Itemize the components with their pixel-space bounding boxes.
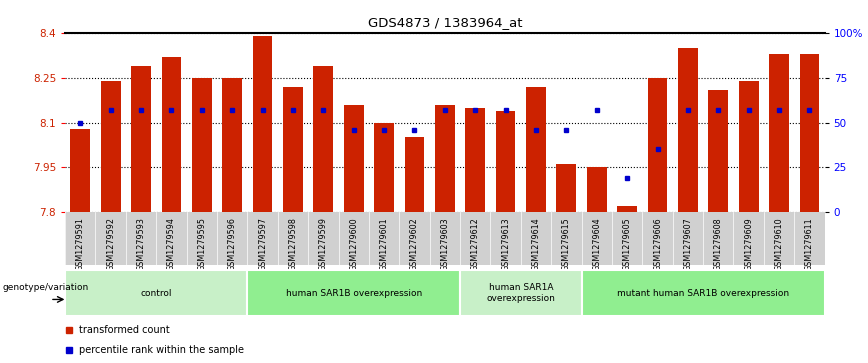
Bar xyxy=(131,66,151,212)
Bar xyxy=(374,123,394,212)
Text: control: control xyxy=(141,289,172,298)
Bar xyxy=(435,105,455,212)
Bar xyxy=(648,78,667,212)
Bar xyxy=(708,90,728,212)
Bar xyxy=(70,129,90,212)
Bar xyxy=(283,86,303,212)
Text: transformed count: transformed count xyxy=(79,325,169,335)
Bar xyxy=(404,138,424,212)
Bar xyxy=(739,81,759,212)
Text: human SAR1B overexpression: human SAR1B overexpression xyxy=(286,289,422,298)
Bar xyxy=(587,167,607,212)
Bar xyxy=(769,54,789,212)
Text: percentile rank within the sample: percentile rank within the sample xyxy=(79,345,244,355)
Text: genotype/variation: genotype/variation xyxy=(2,284,89,292)
Title: GDS4873 / 1383964_at: GDS4873 / 1383964_at xyxy=(368,16,522,29)
Bar xyxy=(222,78,242,212)
Bar xyxy=(161,57,181,212)
Bar xyxy=(526,86,546,212)
Bar xyxy=(344,105,364,212)
Text: mutant human SAR1B overexpression: mutant human SAR1B overexpression xyxy=(617,289,789,298)
Bar xyxy=(253,36,273,212)
Text: human SAR1A
overexpression: human SAR1A overexpression xyxy=(486,283,556,303)
Bar xyxy=(192,78,212,212)
Bar xyxy=(556,164,576,212)
Bar xyxy=(313,66,333,212)
Bar xyxy=(101,81,121,212)
Bar xyxy=(496,110,516,212)
Bar xyxy=(465,107,485,212)
Bar xyxy=(617,206,637,212)
Bar xyxy=(678,48,698,212)
Bar xyxy=(799,54,819,212)
